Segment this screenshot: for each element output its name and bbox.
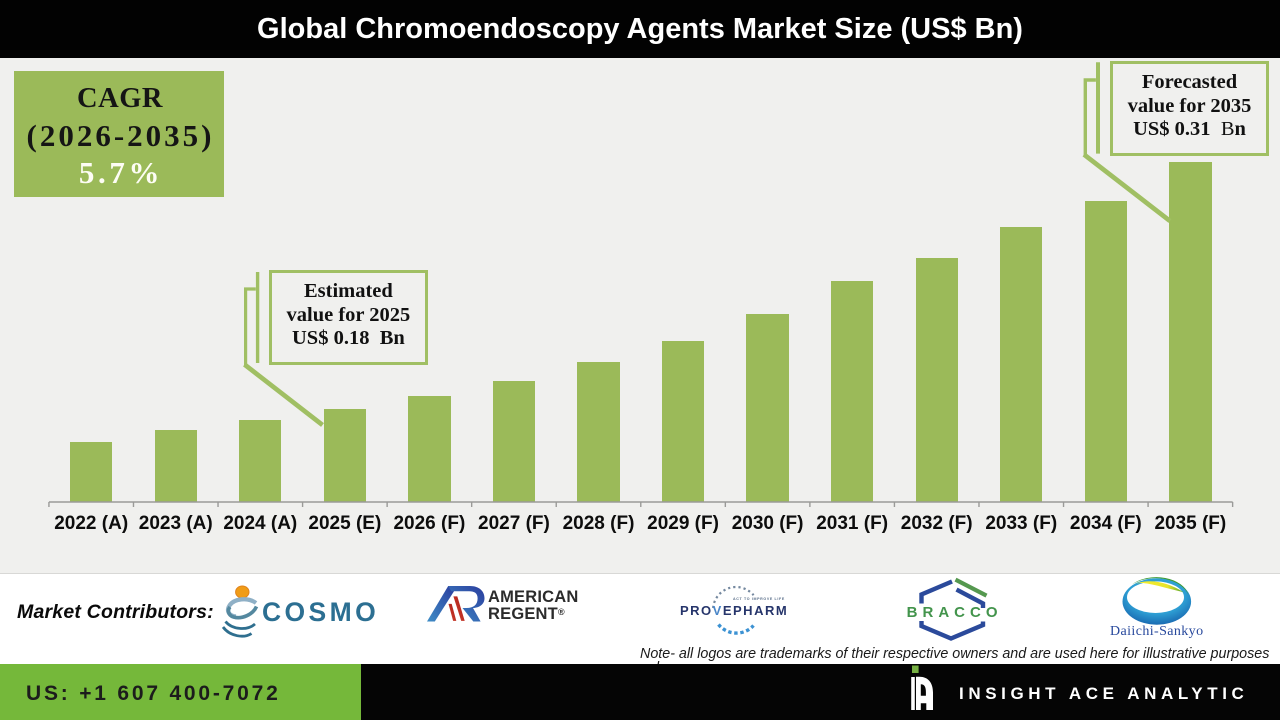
svg-text:BRACCO: BRACCO (907, 604, 1003, 621)
